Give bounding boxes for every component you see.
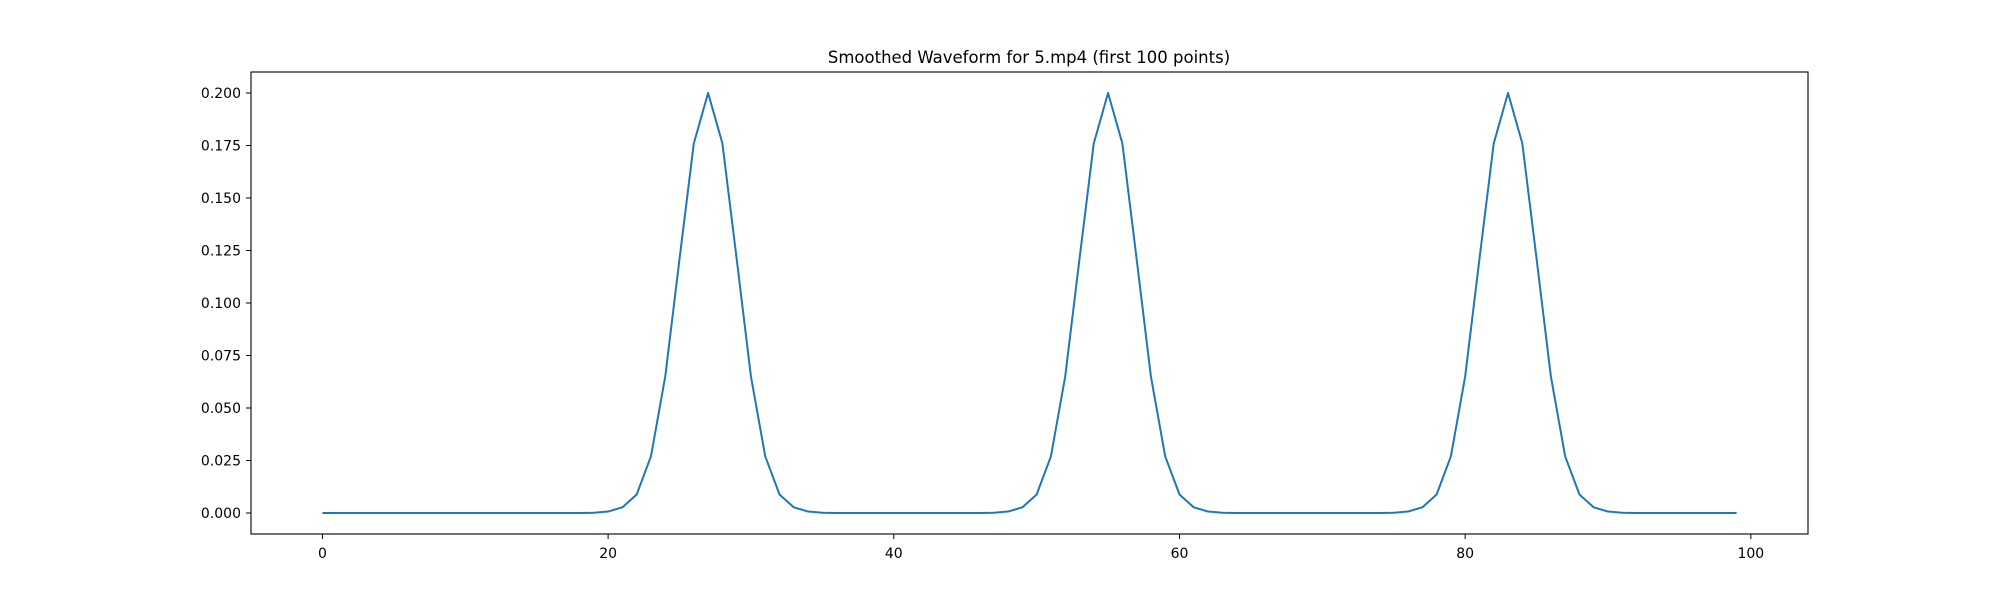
x-tick-label: 0: [318, 546, 327, 562]
x-axis: 0 20 40 60 80 100: [318, 534, 1764, 562]
y-tick-label: 0.200: [201, 86, 241, 102]
x-tick-label: 60: [1171, 546, 1189, 562]
plot-frame: [250, 71, 1809, 535]
y-tick-label: 0.025: [201, 454, 241, 470]
x-tick-label: 80: [1456, 546, 1474, 562]
x-tick-label: 20: [599, 546, 617, 562]
y-tick-label: 0.100: [201, 296, 241, 312]
chart-title: Smoothed Waveform for 5.mp4 (first 100 p…: [828, 48, 1230, 67]
series-line-0: [322, 92, 1737, 514]
y-tick-label: 0.175: [201, 139, 241, 155]
y-tick-label: 0.000: [201, 506, 241, 522]
x-tick-label: 40: [885, 546, 903, 562]
plot-area: [322, 92, 1737, 514]
y-tick-label: 0.050: [201, 401, 241, 417]
y-tick-label: 0.075: [201, 349, 241, 365]
x-tick-label: 100: [1737, 546, 1764, 562]
y-tick-label: 0.125: [201, 244, 241, 260]
y-axis: 0.000 0.025 0.050 0.075 0.100 0.125 0.150 0.175…: [201, 86, 251, 522]
y-tick-label: 0.150: [201, 191, 241, 207]
